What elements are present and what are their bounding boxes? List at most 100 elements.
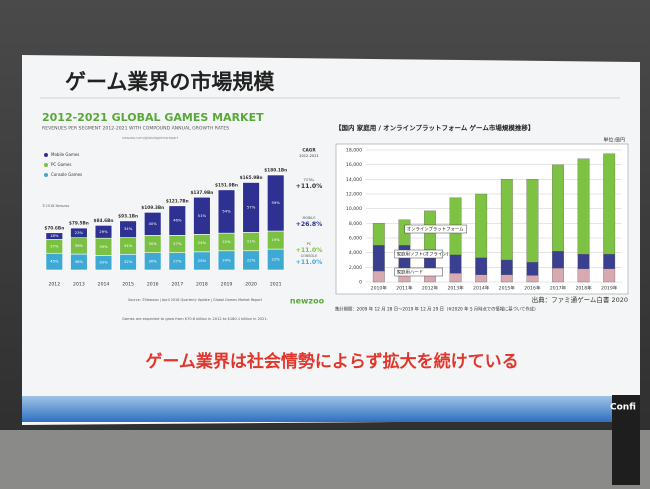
source: Source: ©Newzoo | April 2018 Quarterly U… bbox=[128, 298, 263, 302]
y-tick-label: 8,000 bbox=[349, 221, 362, 227]
bar-segment bbox=[475, 274, 488, 283]
chart-title: 2012-2021 GLOBAL GAMES MARKET bbox=[42, 111, 264, 124]
bar-segment bbox=[603, 253, 616, 269]
segment-label: 23% bbox=[75, 230, 84, 235]
cagr-label: CONSOLE bbox=[301, 254, 317, 258]
bar-segment bbox=[577, 253, 590, 269]
segment-label: 27% bbox=[173, 241, 182, 246]
bar-segment bbox=[267, 174, 285, 232]
segment-label: 24% bbox=[198, 240, 207, 245]
podium bbox=[612, 395, 640, 485]
cagr-label: MOBILE bbox=[303, 216, 316, 220]
bar-segment bbox=[144, 212, 162, 236]
cagr-period: 2012-2021 bbox=[299, 154, 319, 158]
segment-label: 54% bbox=[222, 209, 231, 214]
x-tick-label: 2018年 bbox=[575, 285, 592, 292]
bar-segment bbox=[45, 232, 63, 240]
chart-title: 【国内 家庭用 / オンラインプラットフォーム ゲーム市場規模推移】 bbox=[335, 123, 534, 132]
x-tick-label: 2014年 bbox=[473, 285, 490, 292]
bar-segment bbox=[552, 251, 564, 269]
domestic-chart: 【国内 家庭用 / オンラインプラットフォーム ゲーム市場規模推移】単位:億円 0… bbox=[335, 123, 629, 313]
bar-segment bbox=[372, 245, 385, 272]
total-label: $93.1Bn bbox=[118, 213, 138, 219]
total-label: $137.9Bn bbox=[190, 190, 213, 196]
x-tick-label: 2012 bbox=[48, 282, 60, 288]
bar-segment bbox=[577, 268, 590, 283]
source: 出典：ファミ通ゲーム白書 2020 bbox=[532, 295, 628, 304]
bar-segment bbox=[526, 275, 539, 283]
segment-label: 37% bbox=[50, 243, 59, 248]
x-tick-label: 2016年 bbox=[524, 285, 541, 292]
segment-label: 46% bbox=[173, 218, 182, 223]
bar-segment bbox=[603, 153, 616, 255]
total-label: $121.7Bn bbox=[166, 198, 189, 204]
bar-segment bbox=[603, 268, 616, 283]
legend-swatch bbox=[44, 153, 48, 157]
x-tick-label: 2013年 bbox=[447, 285, 464, 292]
bar-segment bbox=[577, 158, 590, 255]
legend-box bbox=[394, 267, 443, 277]
x-tick-label: 2013 bbox=[73, 282, 85, 288]
legend-label: PC Games bbox=[51, 162, 71, 167]
segment-label: 32% bbox=[124, 259, 133, 264]
total-label: $70.6Bn bbox=[44, 225, 64, 231]
x-tick-label: 2016 bbox=[147, 282, 159, 288]
segment-label: 30% bbox=[148, 258, 157, 263]
bar-segment bbox=[94, 225, 113, 239]
y-tick-label: 14,000 bbox=[346, 177, 362, 183]
bar-segment bbox=[552, 164, 564, 252]
cagr-title: CAGR bbox=[302, 148, 316, 154]
segment-label: 34% bbox=[124, 243, 133, 248]
total-label: $151.9Bn bbox=[215, 182, 238, 188]
bar-segment bbox=[526, 262, 539, 276]
footer: Confi bbox=[610, 403, 636, 413]
total-label: $84.6Bn bbox=[94, 218, 114, 224]
segment-label: 25% bbox=[198, 258, 207, 263]
cagr-label: PC bbox=[307, 242, 312, 246]
y-tick-label: 2,000 bbox=[349, 265, 362, 271]
y-tick-label: 4,000 bbox=[349, 250, 362, 256]
bar-segment bbox=[372, 223, 385, 246]
segment-label: 22% bbox=[222, 239, 231, 244]
total-label: $109.3Bn bbox=[141, 205, 164, 211]
unit: 単位:億円 bbox=[603, 137, 625, 144]
y-tick-label: 12,000 bbox=[346, 192, 362, 198]
segment-label: 21% bbox=[247, 239, 256, 244]
legend-swatch bbox=[44, 173, 48, 177]
segment-label: 39% bbox=[75, 243, 84, 248]
segment-label: 18% bbox=[50, 233, 59, 238]
x-tick-label: 2019 bbox=[221, 282, 233, 288]
y-tick-label: 16,000 bbox=[346, 162, 362, 168]
legend-box bbox=[394, 249, 443, 259]
bar-segment bbox=[193, 196, 211, 235]
cagr-label: TOTAL bbox=[303, 178, 315, 182]
y-tick-label: 0 bbox=[359, 280, 362, 286]
bar-segment bbox=[475, 193, 488, 258]
x-tick-label: 2017年 bbox=[550, 285, 567, 292]
legend-swatch bbox=[44, 163, 48, 167]
y-tick-label: 10,000 bbox=[346, 206, 362, 212]
segment-label: 27% bbox=[173, 258, 182, 263]
segment-label: 51% bbox=[198, 213, 207, 218]
y-tick-label: 6,000 bbox=[349, 236, 362, 242]
x-tick-label: 2012年 bbox=[422, 285, 439, 292]
note: Games are expected to grow from $70.6 bi… bbox=[122, 317, 268, 321]
bar-segment bbox=[449, 254, 462, 274]
bar-segment bbox=[475, 257, 488, 275]
slide-band bbox=[22, 396, 640, 422]
segment-label: 24% bbox=[222, 257, 231, 262]
floor-wall bbox=[0, 430, 650, 489]
segment-label: 30% bbox=[148, 241, 157, 246]
legend-label: Console Games bbox=[51, 172, 82, 177]
x-tick-label: 2021 bbox=[270, 282, 282, 288]
bar-segment bbox=[217, 189, 236, 234]
bar-segment bbox=[552, 267, 564, 283]
segment-label: 59% bbox=[271, 200, 280, 205]
legend-label: 家庭用ハード bbox=[397, 269, 423, 276]
x-tick-label: 2020 bbox=[245, 282, 257, 288]
caption: ゲーム業界は社会情勢によらず拡大を続けている bbox=[145, 351, 518, 372]
period: 集計期間：2009 年 12 月 28 日～2019 年 12 月 29 日（※… bbox=[335, 306, 538, 313]
x-tick-label: 2010年 bbox=[371, 285, 388, 292]
x-tick-label: 2015 bbox=[122, 282, 134, 288]
